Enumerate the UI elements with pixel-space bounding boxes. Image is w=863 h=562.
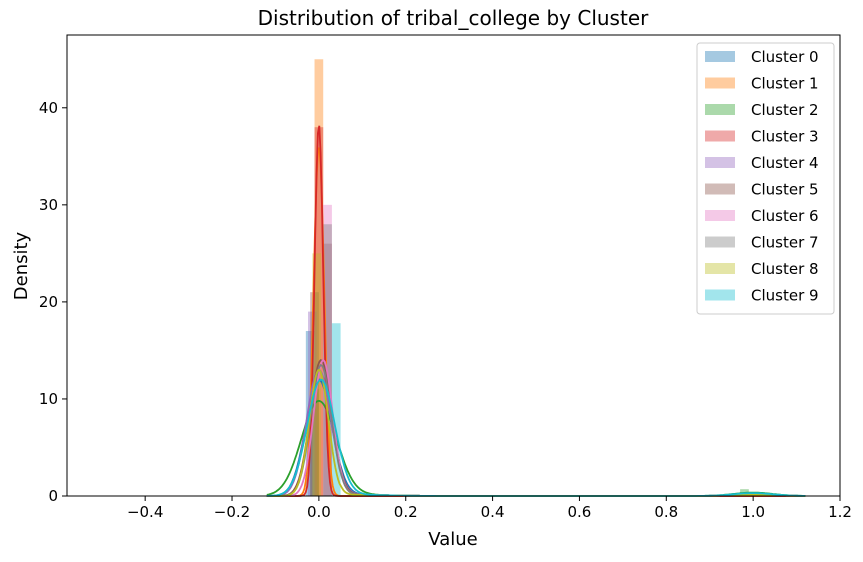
legend-swatch-cluster-1 [705,77,735,89]
legend-label-cluster-6: Cluster 6 [751,207,819,225]
legend-swatch-cluster-3 [705,130,735,142]
y-tick-label: 0 [48,487,58,505]
hist-bar-cluster-1-0 [314,59,324,497]
x-axis-label: Value [428,529,477,550]
legend: Cluster 0 Cluster 1 Cluster 2 Cluster 3 Clus… [696,42,835,315]
y-tick-label: 40 [39,99,58,117]
kde-curve-cluster-2 [266,399,806,497]
hist-bar-cluster-2-0 [310,389,319,496]
x-tick-label: −0.2 [214,503,250,521]
y-tick-label: 20 [39,293,58,311]
hist-bar-cluster-7-0 [323,224,332,496]
kde-curve-cluster-0 [266,378,806,497]
y-axis: 0 10 20 30 40 [39,99,67,505]
x-tick-label: 0.0 [307,503,331,521]
legend-swatch-cluster-8 [705,263,735,274]
legend-swatch-cluster-9 [705,289,735,301]
y-tick-label: 10 [39,390,58,408]
legend-swatch-cluster-7 [705,236,735,248]
x-tick-label: 1.2 [828,503,852,521]
legend-label-cluster-1: Cluster 1 [751,75,819,93]
x-tick-label: 0.4 [481,503,505,521]
kde-curve-cluster-9 [266,378,806,497]
x-tick-label: 0.2 [394,503,418,521]
legend-label-cluster-5: Cluster 5 [751,181,819,199]
legend-label-cluster-0: Cluster 0 [751,48,819,66]
legend-swatch-cluster-2 [705,104,735,115]
legend-label-cluster-3: Cluster 3 [751,128,819,146]
legend-box [696,42,835,315]
legend-swatch-cluster-5 [705,183,735,195]
y-axis-label: Density [11,231,32,300]
legend-swatch-cluster-6 [705,210,735,221]
hist-bar-cluster-3-0 [314,127,324,496]
legend-label-cluster-7: Cluster 7 [751,234,819,252]
x-axis: −0.4 −0.2 0.0 0.2 0.4 0.6 0.8 1.0 1.2 [127,496,852,521]
x-tick-label: 0.8 [654,503,678,521]
hist-bar-cluster-9-0 [331,323,341,496]
hist-bar-cluster-6-0 [323,204,332,496]
legend-label-cluster-2: Cluster 2 [751,101,819,119]
legend-swatch-cluster-4 [705,157,735,168]
x-tick-label: −0.4 [127,503,163,521]
legend-swatch-cluster-0 [705,51,735,62]
legend-label-cluster-9: Cluster 9 [751,287,819,305]
x-tick-label: 0.6 [568,503,592,521]
y-tick-label: 30 [39,196,58,214]
chart-title: Distribution of tribal_college by Cluste… [258,6,649,30]
legend-label-cluster-8: Cluster 8 [751,260,819,278]
x-tick-label: 1.0 [741,503,765,521]
plot-frame [66,34,841,497]
legend-label-cluster-4: Cluster 4 [751,154,819,172]
